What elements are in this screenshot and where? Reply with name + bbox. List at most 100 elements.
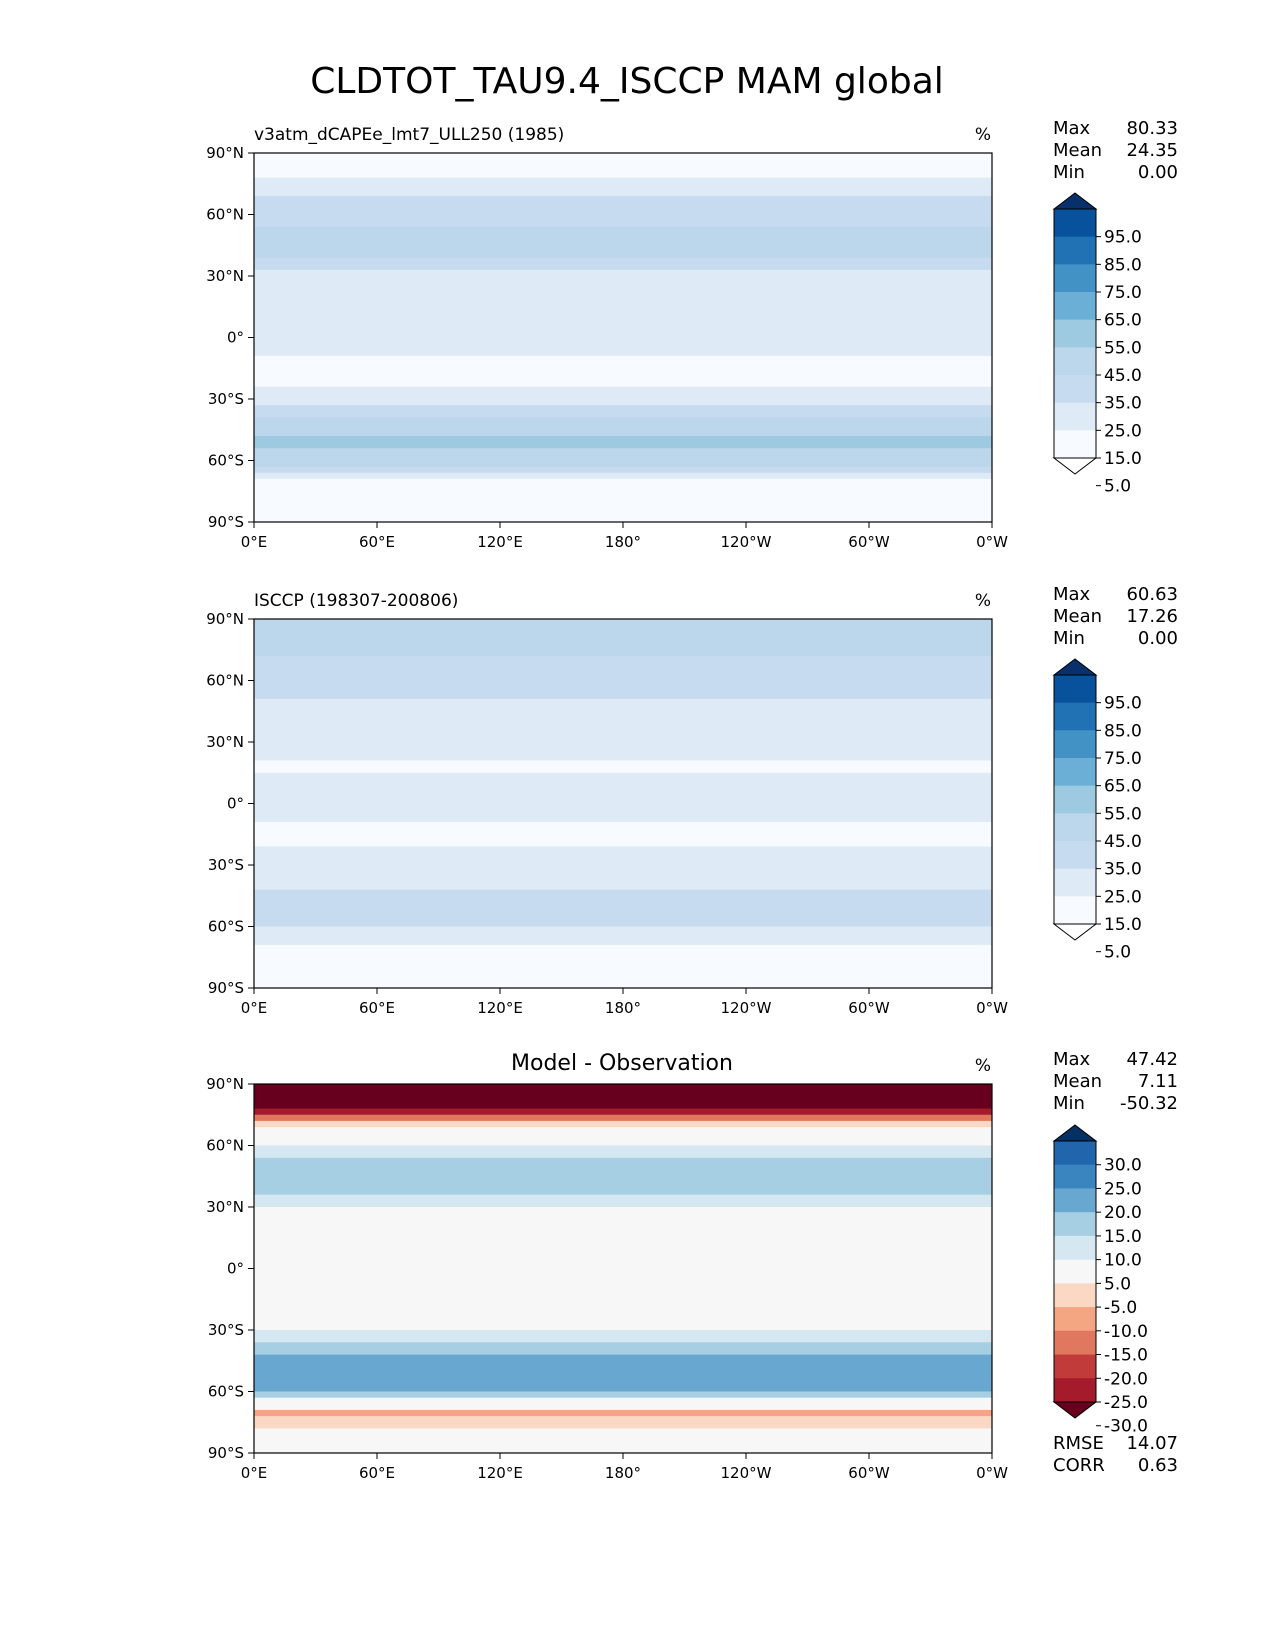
colorbar-segment xyxy=(1054,1330,1096,1356)
y-tick-label: 90°S xyxy=(208,513,244,531)
map-band xyxy=(254,331,992,339)
map-band xyxy=(254,1348,992,1356)
map-band xyxy=(254,288,992,296)
map-band xyxy=(254,1336,992,1343)
map-band xyxy=(254,485,992,492)
panel-diff-max-value: 47.42 xyxy=(1126,1049,1178,1070)
y-tick-label: 60°N xyxy=(206,206,244,224)
map-band xyxy=(254,374,992,382)
map-band xyxy=(254,171,992,179)
map-band xyxy=(254,1207,992,1214)
y-tick-label: 0° xyxy=(227,795,244,813)
map-band xyxy=(254,1422,992,1429)
colorbar-segment xyxy=(1054,758,1096,787)
map-band xyxy=(254,429,992,437)
colorbar-segment xyxy=(1054,209,1096,238)
map-band xyxy=(254,380,992,388)
map-band xyxy=(254,1151,992,1159)
colorbar-segment xyxy=(1054,402,1096,431)
map-band xyxy=(254,1243,992,1251)
colorbar-segment xyxy=(1054,292,1096,321)
map-band xyxy=(254,282,992,289)
panel-model-min-value: 0.00 xyxy=(1138,162,1178,183)
colorbar-extend-top xyxy=(1052,1124,1098,1142)
map-band xyxy=(254,729,992,737)
map-band xyxy=(254,1237,992,1245)
colorbar-extend-bottom xyxy=(1052,457,1098,475)
map-band xyxy=(254,245,992,252)
map-band xyxy=(254,306,992,314)
map-band xyxy=(254,686,992,694)
map-band xyxy=(254,938,992,946)
map-band xyxy=(254,662,992,669)
x-tick-label: 120°E xyxy=(477,533,523,551)
map-band xyxy=(254,312,992,320)
colorbar-label: -5.0 xyxy=(1104,1298,1137,1318)
colorbar-segment xyxy=(1054,236,1096,265)
map-band xyxy=(254,655,992,663)
map-band xyxy=(254,392,992,400)
colorbar-extend-bottom xyxy=(1052,1401,1098,1419)
map-band xyxy=(254,269,992,277)
colorbar-extend-top xyxy=(1052,192,1098,210)
map-band xyxy=(254,196,992,203)
colorbar-segment xyxy=(1054,868,1096,897)
map-band xyxy=(254,908,992,915)
map-band xyxy=(254,448,992,455)
map-band xyxy=(254,828,992,835)
map-band xyxy=(254,368,992,375)
map-band xyxy=(254,1286,992,1294)
colorbar-label: 65.0 xyxy=(1104,311,1142,331)
map-band xyxy=(254,405,992,412)
panel-diff-corr-label: CORR xyxy=(1053,1455,1105,1476)
map-band xyxy=(254,865,992,872)
map-band xyxy=(254,355,992,363)
panel-model: v3atm_dCAPEe_lmt7_ULL250 (1985) % 0°E 60°… xyxy=(206,118,1178,551)
colorbar-segment xyxy=(1054,675,1096,704)
x-tick-label: 120°W xyxy=(721,533,772,551)
colorbar-label: 85.0 xyxy=(1104,255,1142,275)
map-band xyxy=(254,1305,992,1313)
map-band xyxy=(254,442,992,449)
map-band xyxy=(254,1373,992,1380)
panel-obs-max-value: 60.63 xyxy=(1126,584,1178,605)
y-tick-label: 90°N xyxy=(206,610,244,628)
map-band xyxy=(254,454,992,462)
map-band xyxy=(254,153,992,160)
y-tick-label: 60°N xyxy=(206,1137,244,1155)
map-band xyxy=(254,202,992,209)
colorbar-segment xyxy=(1054,896,1096,925)
colorbar-label: 75.0 xyxy=(1104,749,1142,769)
panel-diff-rmse-label: RMSE xyxy=(1053,1433,1104,1454)
map-band xyxy=(254,981,992,989)
map-band xyxy=(254,735,992,743)
map-band xyxy=(254,1280,992,1288)
map-band xyxy=(254,1317,992,1325)
map-band xyxy=(254,1323,992,1331)
map-band xyxy=(254,1440,992,1448)
panel-obs-mean-value: 17.26 xyxy=(1126,606,1178,627)
map-band xyxy=(254,846,992,854)
map-band xyxy=(254,1188,992,1196)
map-band xyxy=(254,926,992,934)
panel-model-min-label: Min xyxy=(1053,162,1085,183)
map-band xyxy=(254,343,992,351)
y-tick-label: 90°S xyxy=(208,979,244,997)
y-tick-label: 30°S xyxy=(208,390,244,408)
map-band xyxy=(254,815,992,823)
map-band xyxy=(254,723,992,731)
map-band xyxy=(254,1428,992,1436)
map-band xyxy=(254,399,992,406)
colorbar-label: 85.0 xyxy=(1104,721,1142,741)
colorbar-label: 35.0 xyxy=(1104,394,1142,414)
map-band xyxy=(254,1293,992,1300)
map-band xyxy=(254,1409,992,1417)
x-tick-label: 0°E xyxy=(241,533,268,551)
y-tick-label: 0° xyxy=(227,329,244,347)
map-band xyxy=(254,460,992,468)
colorbar-segment xyxy=(1054,813,1096,842)
map-band xyxy=(254,883,992,891)
panel-model-title: v3atm_dCAPEe_lmt7_ULL250 (1985) xyxy=(254,125,564,145)
map-band xyxy=(254,649,992,657)
map-band xyxy=(254,226,992,234)
